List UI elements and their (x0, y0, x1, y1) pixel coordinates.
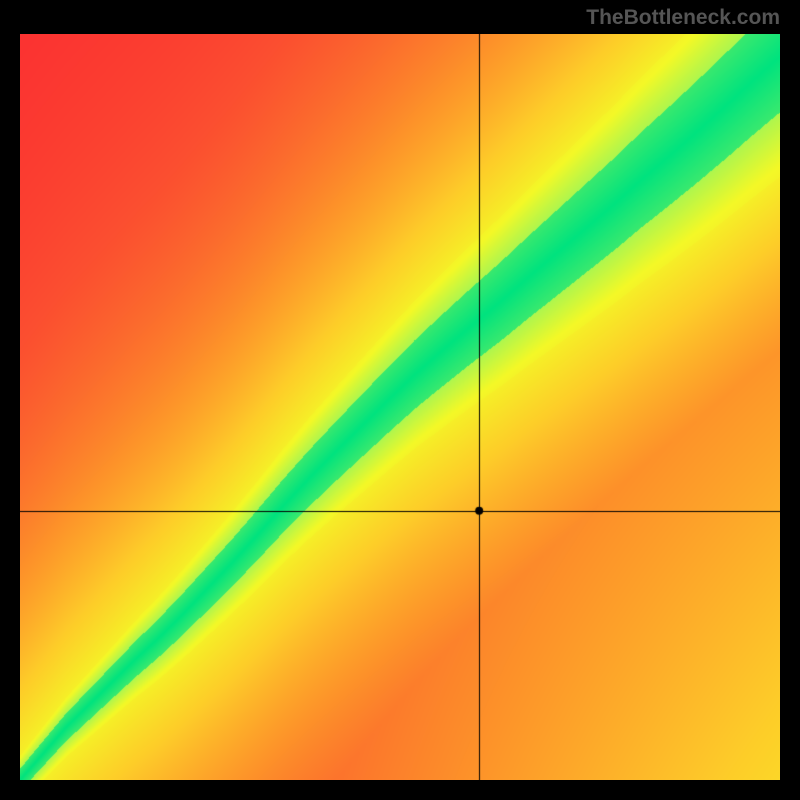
heatmap-plot (20, 34, 780, 780)
watermark-text: TheBottleneck.com (586, 6, 780, 30)
chart-container: TheBottleneck.com (0, 0, 800, 800)
heatmap-canvas (20, 34, 780, 780)
